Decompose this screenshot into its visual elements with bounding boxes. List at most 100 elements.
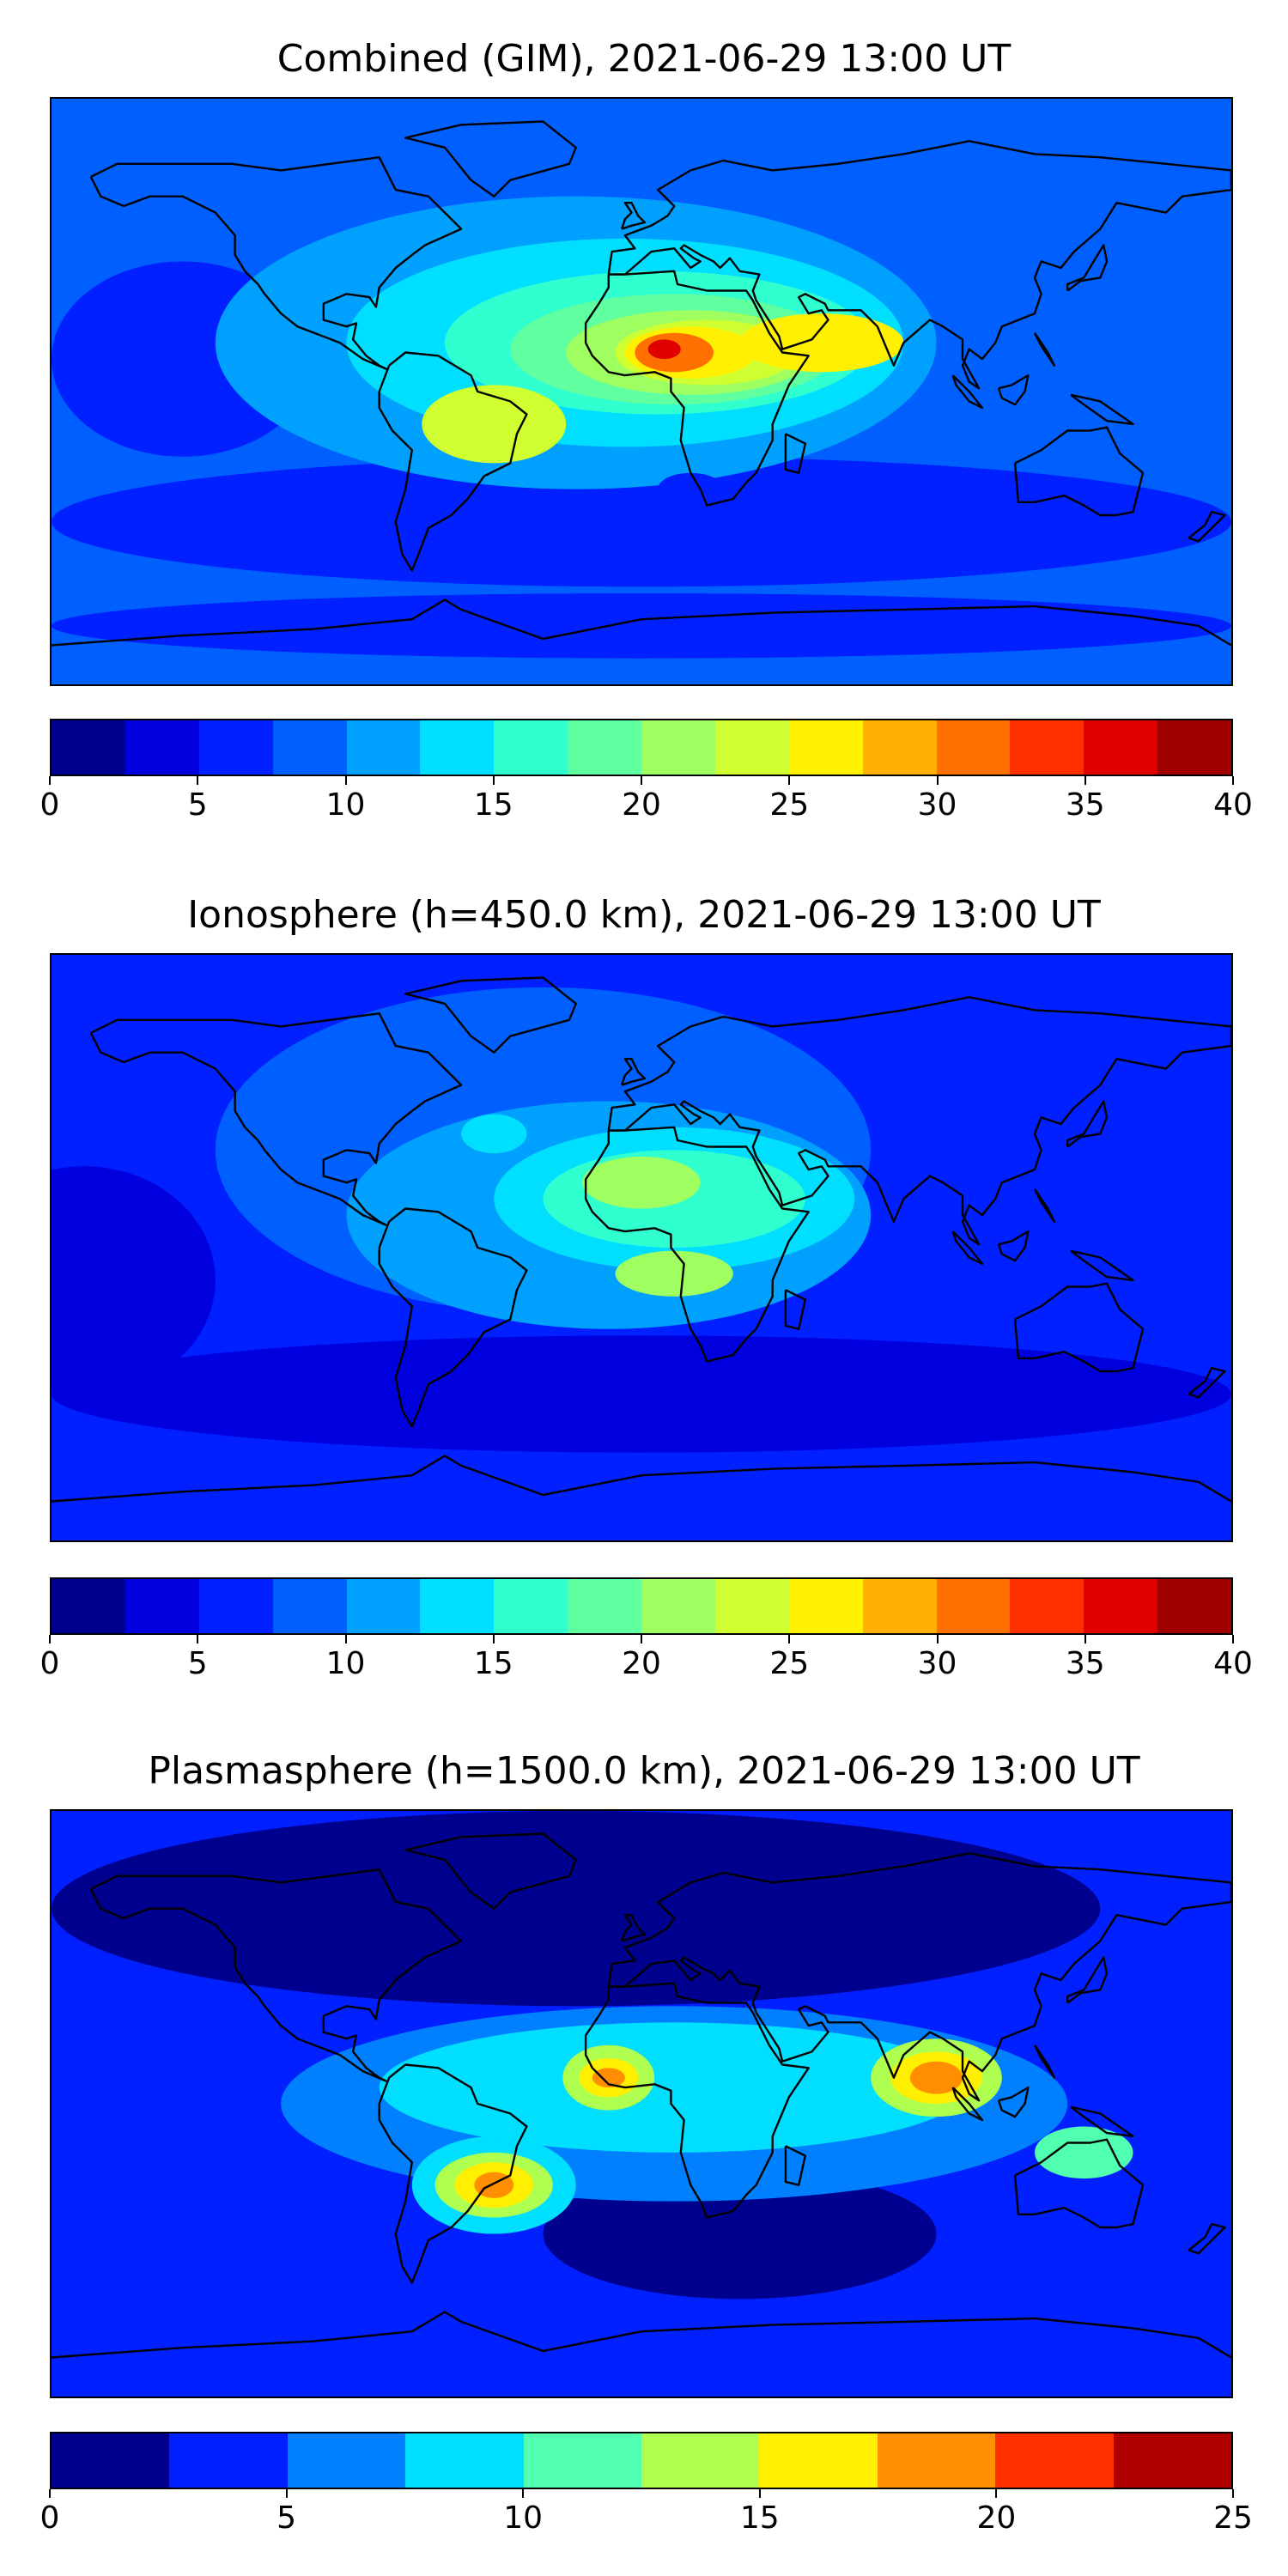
colorbar-bin — [1010, 720, 1084, 775]
coastline — [1188, 2223, 1226, 2255]
panel-2-map-svg — [52, 955, 1231, 1540]
coastline — [404, 120, 577, 197]
coastline — [1070, 1249, 1134, 1282]
colorbar-tick — [285, 2489, 288, 2498]
coastline — [951, 2087, 984, 2122]
colorbar-bin — [641, 2433, 760, 2488]
colorbar-tick — [49, 1635, 51, 1643]
colorbar-bin — [346, 720, 421, 775]
colorbar-tick — [1232, 2489, 1234, 2498]
contour-region — [1035, 2126, 1133, 2179]
colorbar-bin — [862, 1579, 937, 1633]
coastline — [1188, 1367, 1226, 1399]
colorbar-bin — [877, 2433, 996, 2488]
contour-region — [592, 2068, 625, 2088]
colorbar-tick — [641, 776, 642, 785]
panel-3-colorbar — [50, 2432, 1233, 2489]
colorbar-bin — [198, 720, 273, 775]
colorbar-tick-label: 15 — [473, 1646, 513, 1681]
coastline — [607, 1852, 1231, 2102]
coastline — [951, 1230, 984, 1266]
coastline — [404, 1832, 577, 1910]
colorbar-bin — [420, 1579, 495, 1633]
colorbar-bin — [714, 1579, 789, 1633]
colorbar-tick-label: 5 — [187, 1646, 208, 1681]
colorbar-tick-label: 20 — [622, 787, 661, 823]
contour-region — [543, 2168, 937, 2300]
coastline — [584, 1982, 810, 2219]
coastline — [52, 2311, 1231, 2359]
contour-region — [52, 592, 1231, 659]
coastline — [784, 433, 806, 474]
colorbar-tick — [344, 776, 347, 785]
colorbar-bin — [523, 2433, 642, 2488]
colorbar-bin — [568, 1579, 641, 1633]
coastline — [1070, 2105, 1134, 2138]
coastline — [1188, 511, 1226, 543]
coastline — [52, 1455, 1231, 1503]
colorbar-bin — [272, 720, 347, 775]
coastline — [1066, 1956, 1109, 2004]
contour-region — [52, 456, 1231, 587]
colorbar-bin — [788, 720, 863, 775]
coastline — [1070, 393, 1134, 426]
panel-2-colorbar — [50, 1577, 1233, 1635]
coastline — [620, 201, 646, 230]
coastline — [1033, 2044, 1056, 2079]
contour-region — [658, 472, 724, 506]
colorbar-tick-label: 25 — [769, 787, 810, 823]
colorbar-bin — [494, 1579, 568, 1633]
colorbar-bin — [198, 1579, 273, 1633]
colorbar-tick-label: 10 — [325, 1646, 366, 1681]
coastline — [1013, 1282, 1145, 1373]
coastline — [784, 2145, 806, 2186]
panel-3-map — [50, 1809, 1233, 2398]
colorbar-tick-label: 40 — [1213, 787, 1253, 823]
colorbar-tick-label: 10 — [325, 787, 366, 823]
contour-region — [909, 2061, 963, 2094]
contour-region — [52, 1166, 216, 1394]
coastline — [52, 598, 1231, 647]
colorbar-bin — [52, 1579, 125, 1633]
colorbar-tick-label: 15 — [473, 787, 513, 823]
coastline — [997, 374, 1030, 406]
colorbar-bin — [125, 1579, 199, 1633]
colorbar-bin — [788, 1579, 863, 1633]
coastline — [1066, 1100, 1109, 1148]
colorbar-bin — [420, 720, 495, 775]
colorbar-tick-label: 25 — [1213, 2500, 1253, 2536]
panel-2-title: Ionosphere (h=450.0 km), 2021-06-29 13:0… — [187, 893, 1101, 937]
colorbar-tick-label: 15 — [739, 2500, 780, 2536]
colorbar-tick — [788, 1635, 791, 1643]
colorbar-bin — [995, 2433, 1114, 2488]
colorbar-tick-label: 25 — [769, 1646, 810, 1681]
colorbar-tick-label: 20 — [976, 2500, 1017, 2536]
coastline — [1013, 426, 1145, 517]
colorbar-bin — [1084, 720, 1158, 775]
colorbar-bin — [346, 1579, 421, 1633]
colorbar-bin — [52, 720, 125, 775]
coastline — [89, 1012, 463, 1226]
coastline — [378, 2063, 528, 2284]
colorbar-tick-label: 5 — [276, 2500, 297, 2536]
panel-1-map-svg — [52, 99, 1231, 684]
coastline — [378, 1207, 528, 1428]
coastline — [607, 996, 1231, 1246]
coastline — [784, 1289, 806, 1330]
colorbar-tick — [522, 2489, 525, 2498]
coastline — [1033, 332, 1056, 367]
colorbar-tick-label: 5 — [187, 787, 208, 823]
colorbar-tick — [344, 1635, 347, 1643]
contour-region — [422, 385, 567, 464]
colorbar-tick — [1084, 1635, 1086, 1643]
colorbar-tick — [197, 776, 199, 785]
colorbar-bin — [272, 1579, 347, 1633]
colorbar-tick — [788, 776, 791, 785]
coastline — [89, 155, 463, 370]
colorbar-tick — [641, 1635, 642, 1643]
contour-region — [461, 1114, 527, 1154]
colorbar-tick — [995, 2489, 998, 2498]
colorbar-bin — [1084, 1579, 1158, 1633]
coastline — [584, 270, 810, 507]
colorbar-tick — [758, 2489, 761, 2498]
